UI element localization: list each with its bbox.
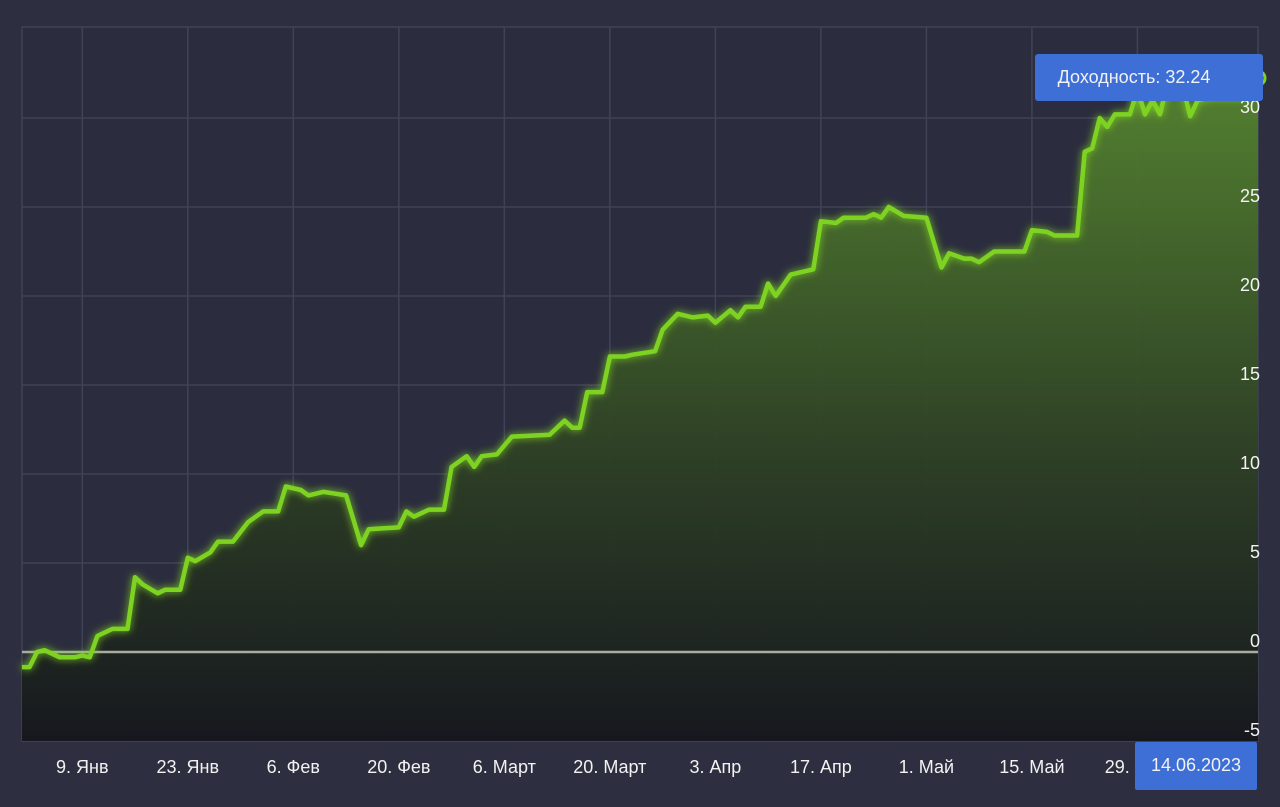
- line: [22, 73, 1259, 670]
- tooltip-text: Доходность: 32.24: [1058, 67, 1211, 87]
- x-tick-label: 6. Март: [473, 757, 536, 777]
- y-tick-label: 0: [1250, 631, 1260, 651]
- y-tick-label: -5: [1244, 720, 1260, 740]
- tooltip-box: [1035, 54, 1263, 101]
- x-tick-label: 20. Март: [573, 757, 646, 777]
- x-tick-label: 23. Янв: [157, 757, 220, 777]
- x-tick-label: 1. Май: [899, 757, 954, 777]
- date-box: [1135, 742, 1257, 790]
- x-tick-label: 3. Апр: [689, 757, 741, 777]
- x-tick-label: 6. Фев: [267, 757, 320, 777]
- y-tick-label: 10: [1240, 453, 1260, 473]
- y-tick-label: 25: [1240, 186, 1260, 206]
- y-tick-label: 5: [1250, 542, 1260, 562]
- y-tick-label: 15: [1240, 364, 1260, 384]
- tooltip-date: 14.06.2023: [1151, 755, 1241, 775]
- x-tick-label: 9. Янв: [56, 757, 109, 777]
- x-tick-label: 20. Фев: [367, 757, 430, 777]
- y-tick-label: 30: [1240, 97, 1260, 117]
- tooltip: Доходность: 32.24 14.06.2023: [1035, 54, 1263, 790]
- labels: -5 0 5 10 15 20 25 30 9. Янв 23. Янв 6. Фев 20. Фев…: [56, 97, 1260, 777]
- x-tick-label: 17. Апр: [790, 757, 852, 777]
- area: [22, 75, 1258, 742]
- y-tick-label: 20: [1240, 275, 1260, 295]
- x-tick-label: 15. Май: [999, 757, 1064, 777]
- plot: [22, 69, 1267, 742]
